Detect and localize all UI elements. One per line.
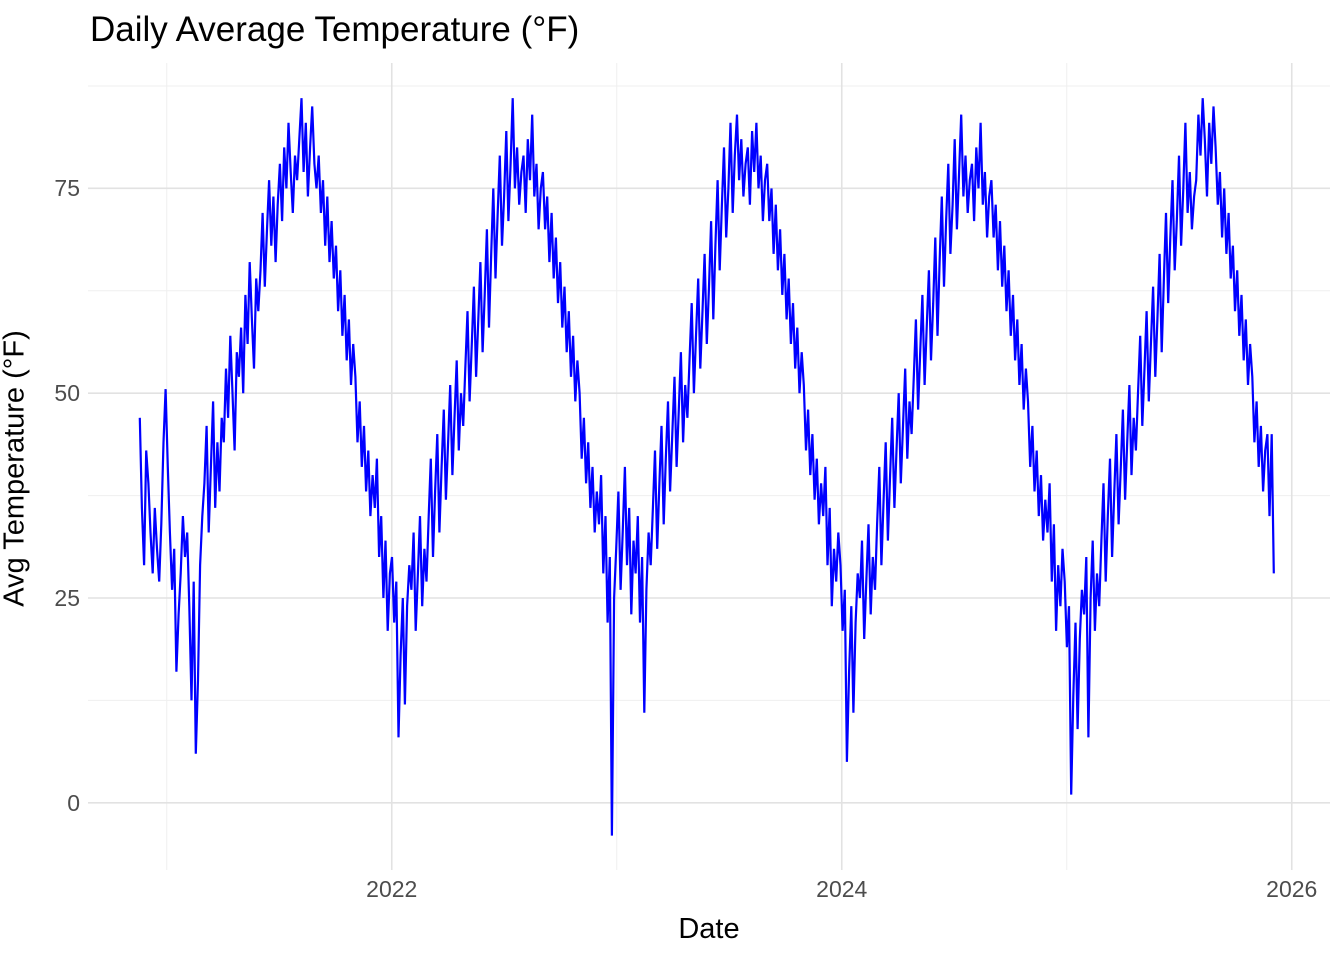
y-tick-label-75: 75 (54, 175, 80, 202)
plot-panel (88, 63, 1330, 870)
y-axis-title: Avg Temperature (°F) (0, 330, 31, 607)
x-tick-label-2022: 2022 (366, 876, 418, 902)
temperature-line (138, 98, 1275, 836)
y-tick-label-50: 50 (54, 380, 80, 407)
plot-area-svg (88, 63, 1330, 870)
gridlines-minor (88, 63, 1330, 870)
x-axis-title: Date (678, 913, 740, 945)
x-tick-label-2024: 2024 (816, 876, 868, 902)
gridlines-major (88, 63, 1330, 870)
x-tick-label-2026: 2026 (1266, 876, 1318, 902)
y-tick-label-25: 25 (54, 584, 80, 611)
y-tick-label-0: 0 (67, 789, 80, 816)
chart-title: Daily Average Temperature (°F) (90, 10, 580, 49)
